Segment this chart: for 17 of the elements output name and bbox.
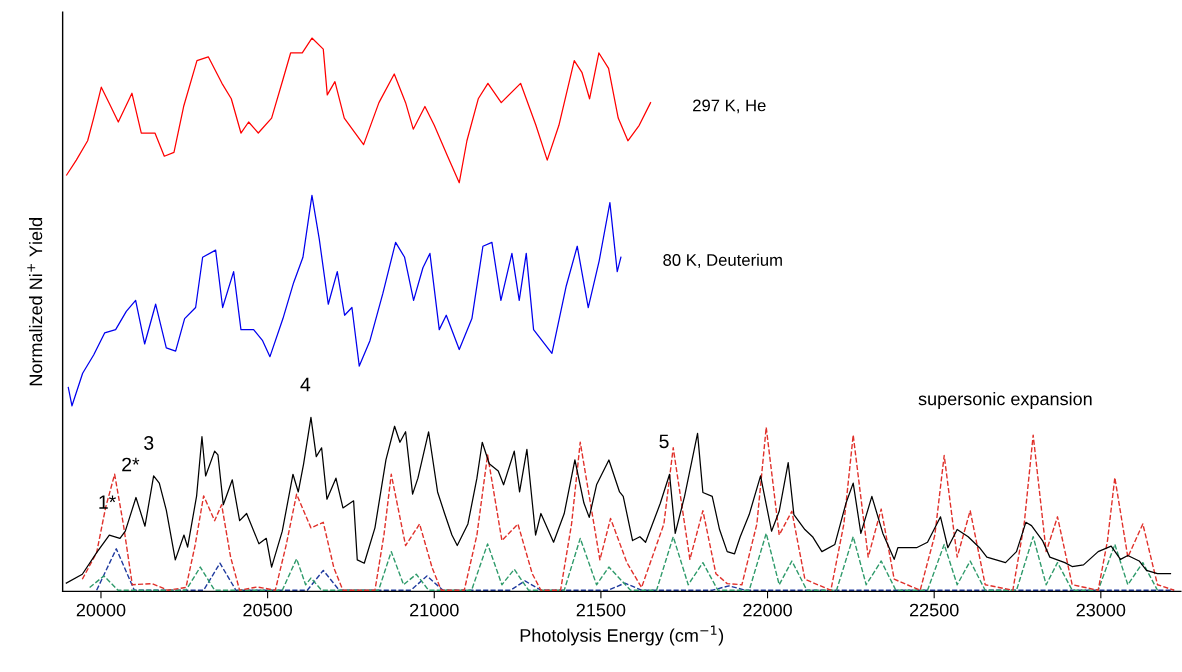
x-tick-label: 21000 [410, 603, 459, 617]
text: 80 K, Deuterium [663, 253, 782, 268]
x-tick-label: 22500 [909, 603, 959, 617]
x-tick-label: 22000 [743, 603, 792, 617]
annotation: 1* [99, 495, 116, 509]
x-tick-label: 21500 [576, 603, 626, 617]
y-axis-title: Normalized Ni$^{+}$ Yield [27, 218, 43, 386]
text: 297 K, He [693, 99, 766, 114]
annotation: 5 [659, 434, 669, 449]
x-tick-label: 23000 [1076, 603, 1126, 617]
annotation: 3 [144, 436, 154, 450]
annotation: supersonic expansion [918, 392, 1092, 409]
annotation: 4 [300, 377, 311, 392]
annotation: 2* [122, 457, 140, 472]
x-tick-label: 20000 [76, 603, 126, 617]
x-axis-title: Photolysis Energy (cm$^{−1}$) [520, 625, 724, 646]
x-tick-label: 20500 [243, 603, 293, 617]
